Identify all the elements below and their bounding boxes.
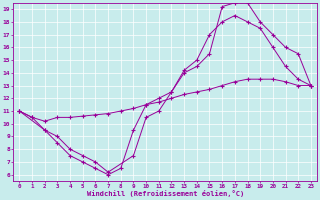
X-axis label: Windchill (Refroidissement éolien,°C): Windchill (Refroidissement éolien,°C) bbox=[86, 190, 244, 197]
